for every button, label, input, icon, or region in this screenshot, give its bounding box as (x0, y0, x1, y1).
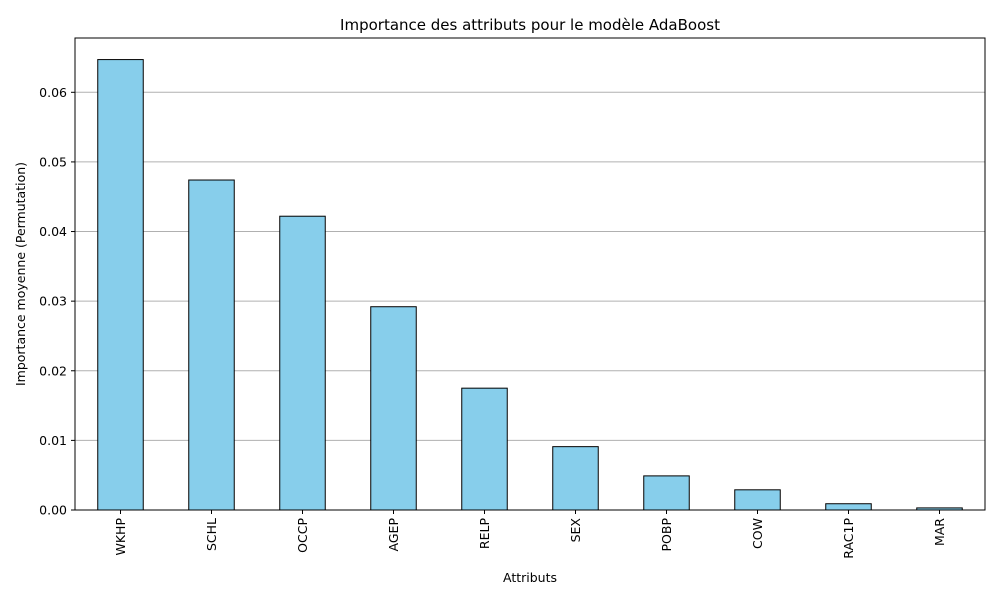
x-tick-label: MAR (932, 518, 947, 546)
y-tick-label: 0.05 (39, 154, 67, 169)
x-axis-label: Attributs (503, 570, 557, 585)
x-tick-label: COW (750, 518, 765, 549)
plot-frame (74, 37, 986, 511)
bar-relp (461, 387, 508, 511)
y-tick-label: 0.02 (39, 363, 67, 378)
x-tick-label: RAC1P (841, 518, 856, 559)
x-axis-ticks: WKHP SCHL OCCP AGEP RELP SEX POBP COW RAC1P MAR (113, 510, 947, 559)
bar-sex (552, 446, 599, 511)
y-tick-label: 0.04 (39, 224, 67, 239)
x-tick-label: SEX (568, 518, 583, 543)
bar-rac1p (825, 503, 872, 511)
bar-occp (279, 215, 326, 511)
bar-agep (370, 306, 417, 511)
bar-cow (734, 489, 781, 511)
x-tick-label: POBP (659, 518, 674, 552)
chart-title: Importance des attributs pour le modèle … (340, 16, 720, 34)
bar-pobp (643, 475, 690, 511)
x-tick-label: OCCP (295, 518, 310, 553)
y-tick-label: 0.03 (39, 294, 67, 309)
bar-wkhp (97, 59, 144, 511)
bars (97, 59, 963, 511)
bar-schl (188, 179, 235, 511)
y-axis-label: Importance moyenne (Permutation) (13, 162, 28, 386)
x-tick-label: AGEP (386, 518, 401, 552)
y-tick-label: 0.06 (39, 85, 67, 100)
x-tick-label: RELP (477, 518, 492, 550)
y-tick-label: 0.01 (39, 433, 67, 448)
y-axis-ticks: 0.00 0.01 0.02 0.03 0.04 0.05 0.06 (39, 85, 75, 518)
y-tick-label: 0.00 (39, 503, 67, 518)
x-tick-label: WKHP (113, 518, 128, 556)
x-tick-label: SCHL (204, 518, 219, 551)
